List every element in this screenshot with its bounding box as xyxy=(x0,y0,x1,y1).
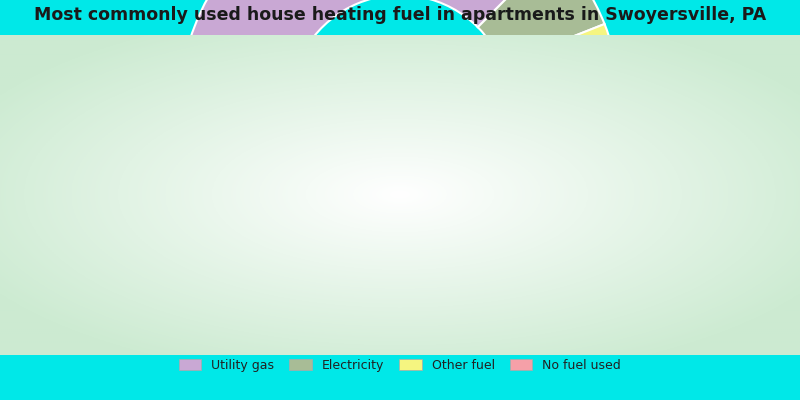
Wedge shape xyxy=(502,24,618,90)
Wedge shape xyxy=(478,0,605,64)
Bar xyxy=(0,355,800,400)
Wedge shape xyxy=(180,0,555,105)
Bar xyxy=(0,0,800,45)
Wedge shape xyxy=(509,74,620,105)
Legend: Utility gas, Electricity, Other fuel, No fuel used: Utility gas, Electricity, Other fuel, No… xyxy=(175,355,625,376)
Text: City-Data.com: City-Data.com xyxy=(686,70,770,83)
Text: Most commonly used house heating fuel in apartments in Swoyersville, PA: Most commonly used house heating fuel in… xyxy=(34,6,766,24)
